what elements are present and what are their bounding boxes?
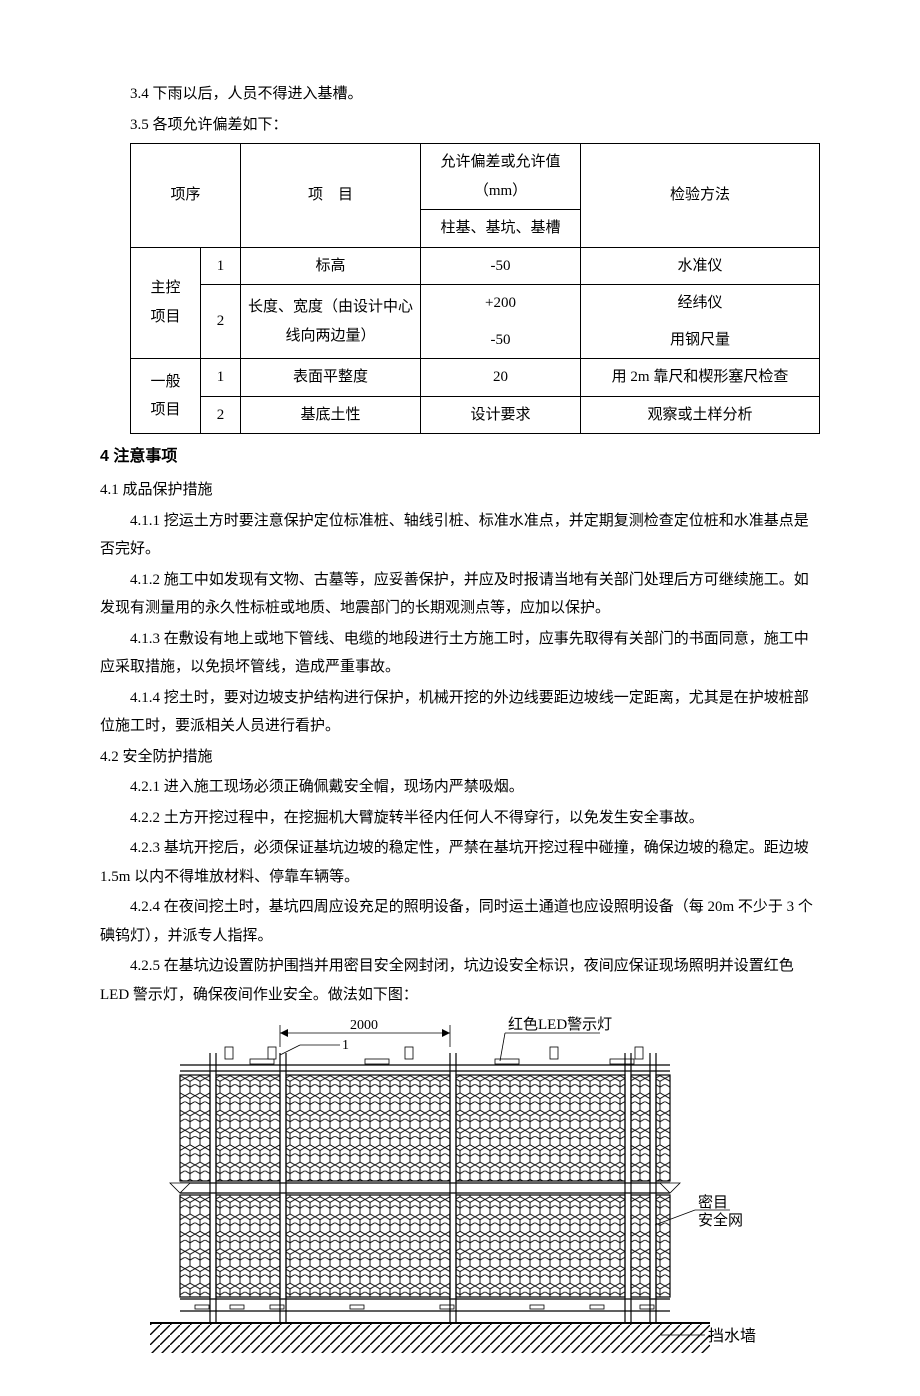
deviation-table: 项序 项 目 允许偏差或允许值（mm） 检验方法 柱基、基坑、基槽 主控 项目 … — [130, 143, 820, 434]
cell: 表面平整度 — [241, 359, 421, 397]
th-xu: 项序 — [131, 144, 241, 248]
para-4-1-3: 4.1.3 在敷设有地上或地下管线、电缆的地段进行土方施工时，应事先取得有关部门… — [100, 625, 820, 682]
cell: 1 — [201, 359, 241, 397]
cell: -50 — [421, 322, 581, 359]
cell: 基底土性 — [241, 396, 421, 434]
svg-text:挡水墙: 挡水墙 — [708, 1327, 756, 1345]
cell: 设计要求 — [421, 396, 581, 434]
cell: 用钢尺量 — [581, 322, 820, 359]
th-item: 项 目 — [241, 144, 421, 248]
th-val-bot: 柱基、基坑、基槽 — [421, 210, 581, 248]
section-4-title: 4 注意事项 — [100, 442, 820, 472]
para-4-1-4: 4.1.4 挖土时，要对边坡支护结构进行保护，机械开挖的外边线要距边坡线一定距离… — [100, 684, 820, 741]
cell: 2 — [201, 285, 241, 359]
svg-text:安全网: 安全网 — [698, 1211, 743, 1229]
cell: 1 — [201, 247, 241, 285]
cell: 标高 — [241, 247, 421, 285]
cell: -50 — [421, 247, 581, 285]
cell: 经纬仪 — [581, 285, 820, 322]
para-4-2-5: 4.2.5 在基坑边设置防护围挡并用密目安全网封闭，坑边设安全标识，夜间应保证现… — [100, 952, 820, 1009]
para-4-2-3: 4.2.3 基坑开挖后，必须保证基坑边坡的稳定性，严禁在基坑开挖过程中碰撞，确保… — [100, 834, 820, 891]
line-3-5: 3.5 各项允许偏差如下： — [130, 111, 820, 140]
para-4-2-1: 4.2.1 进入施工现场必须正确佩戴安全帽，现场内严禁吸烟。 — [100, 773, 820, 802]
th-val-top: 允许偏差或允许值（mm） — [421, 144, 581, 210]
svg-text:1: 1 — [342, 1038, 349, 1053]
para-4-2-4: 4.2.4 在夜间挖土时，基坑四周应设充足的照明设备，同时运土通道也应设照明设备… — [100, 893, 820, 950]
cell: 观察或土样分析 — [581, 396, 820, 434]
para-4-1-2: 4.1.2 施工中如发现有文物、古墓等，应妥善保护，并应及时报请当地有关部门处理… — [100, 566, 820, 623]
line-3-4: 3.4 下雨以后，人员不得进入基槽。 — [130, 80, 820, 109]
table-row: 项序 项 目 允许偏差或允许值（mm） 检验方法 — [131, 144, 820, 210]
cell-g1-label: 主控 项目 — [131, 247, 201, 359]
table-row: 主控 项目 1 标高 -50 水准仪 — [131, 247, 820, 285]
th-method: 检验方法 — [581, 144, 820, 248]
svg-text:红色LED警示灯: 红色LED警示灯 — [508, 1016, 612, 1033]
table-row: 2 长度、宽度（由设计中心线向两边量） +200 经纬仪 — [131, 285, 820, 322]
para-4-1-1: 4.1.1 挖运土方时要注意保护定位标准桩、轴线引桩、标准水准点，并定期复测检查… — [100, 507, 820, 564]
table-row: 一般 项目 1 表面平整度 20 用 2m 靠尺和楔形塞尺检查 — [131, 359, 820, 397]
section-4-1-title: 4.1 成品保护措施 — [100, 476, 820, 505]
cell: 20 — [421, 359, 581, 397]
svg-text:2000: 2000 — [350, 1018, 378, 1033]
table-row: 2 基底土性 设计要求 观察或土样分析 — [131, 396, 820, 434]
cell: 用 2m 靠尺和楔形塞尺检查 — [581, 359, 820, 397]
section-4-2-title: 4.2 安全防护措施 — [100, 743, 820, 772]
para-4-2-2: 4.2.2 土方开挖过程中，在挖掘机大臂旋转半径内任何人不得穿行，以免发生安全事… — [100, 804, 820, 833]
cell: +200 — [421, 285, 581, 322]
cell: 2 — [201, 396, 241, 434]
fence-diagram: 20001 红色LED警示灯密目安全网挡水墙 — [100, 1015, 820, 1376]
cell-g2-label: 一般 项目 — [131, 359, 201, 434]
cell: 长度、宽度（由设计中心线向两边量） — [241, 285, 421, 359]
cell: 水准仪 — [581, 247, 820, 285]
svg-text:密目: 密目 — [698, 1194, 728, 1211]
